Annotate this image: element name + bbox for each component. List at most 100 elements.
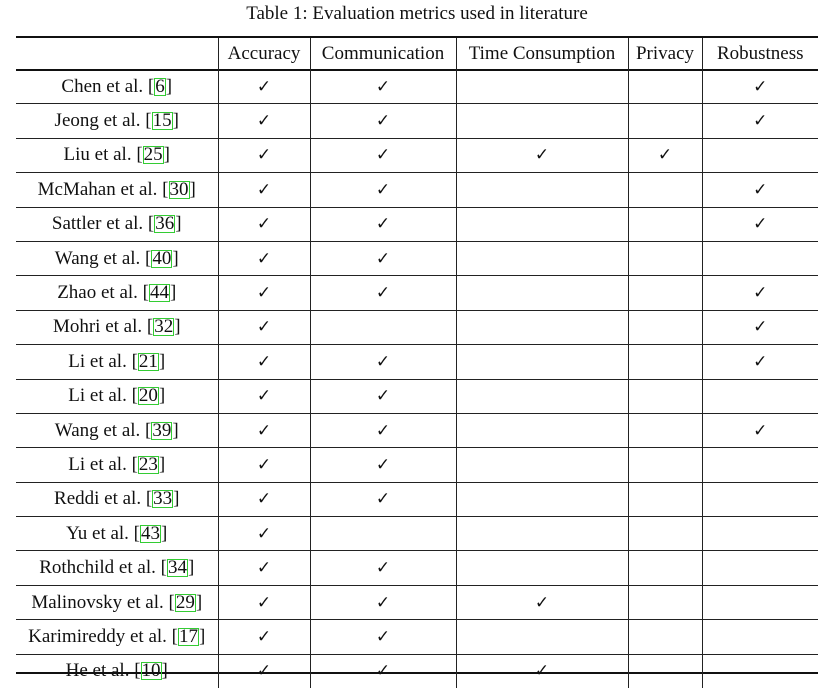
citation-link[interactable]: 6	[154, 75, 166, 97]
citation-link[interactable]: 21	[137, 350, 159, 372]
privacy-cell	[627, 172, 702, 208]
accuracy-cell: ✓	[217, 137, 310, 173]
citation-link[interactable]: 17	[178, 625, 199, 647]
header-privacy: Privacy	[627, 38, 702, 70]
check-icon: ✓	[256, 523, 272, 544]
author-label: Karimireddy et al. [	[28, 625, 178, 647]
accuracy-cell: ✓	[217, 550, 310, 586]
communication-cell: ✓	[309, 412, 456, 448]
citation-link[interactable]: 25	[142, 144, 164, 166]
header-robustness: Robustness	[701, 38, 818, 70]
table-caption: Table 1: Evaluation metrics used in lite…	[246, 3, 588, 24]
accuracy-cell: ✓	[217, 309, 310, 345]
reference-cell: Mohri et al. [32]	[16, 309, 218, 345]
author-label: Rothchild et al. [	[39, 557, 167, 579]
time-consumption-cell: ✓	[455, 137, 628, 173]
author-label: Sattler et al. [	[51, 213, 155, 235]
check-icon: ✓	[256, 592, 272, 613]
citation-link[interactable]: 10	[140, 660, 162, 682]
robustness-cell: ✓	[701, 309, 818, 345]
check-icon: ✓	[753, 283, 768, 304]
privacy-cell	[627, 240, 702, 276]
citation-close-bracket: ]	[158, 385, 166, 407]
communication-cell: ✓	[309, 550, 456, 586]
check-icon: ✓	[753, 420, 768, 441]
citation-link[interactable]: 30	[168, 178, 190, 200]
time-consumption-cell: ✓	[455, 584, 628, 620]
accuracy-cell: ✓	[217, 378, 310, 414]
table-row: Zhao et al. [44] ✓ ✓ ✓	[16, 275, 818, 311]
table-row: Li et al. [20] ✓ ✓	[16, 378, 818, 414]
accuracy-cell: ✓	[217, 206, 310, 242]
citation-close-bracket: ]	[158, 453, 166, 475]
robustness-cell	[701, 137, 818, 173]
robustness-cell: ✓	[701, 103, 818, 139]
table-row: Rothchild et al. [34] ✓ ✓	[16, 550, 818, 586]
top-rule	[16, 36, 818, 38]
citation-link[interactable]: 39	[151, 419, 173, 441]
citation-close-bracket: ]	[199, 625, 206, 647]
author-label: Chen et al. [	[61, 75, 155, 97]
citation-link[interactable]: 34	[166, 557, 188, 579]
author-label: He et al. [	[65, 660, 141, 682]
check-icon: ✓	[256, 317, 272, 338]
check-icon: ✓	[256, 111, 272, 132]
check-icon: ✓	[375, 558, 391, 579]
time-consumption-cell	[455, 412, 628, 448]
citation-link[interactable]: 36	[154, 213, 176, 235]
time-consumption-cell	[455, 550, 628, 586]
reference-cell: Reddi et al. [33]	[16, 481, 218, 517]
privacy-cell	[627, 412, 702, 448]
table-row: Reddi et al. [33] ✓ ✓	[16, 481, 818, 517]
check-icon: ✓	[375, 248, 391, 269]
reference-cell: He et al. [10]	[16, 653, 218, 689]
communication-cell: ✓	[309, 447, 456, 483]
check-icon: ✓	[256, 248, 272, 269]
citation-link[interactable]: 29	[174, 591, 196, 613]
accuracy-cell: ✓	[217, 584, 310, 620]
citation-close-bracket: ]	[172, 110, 179, 132]
citation-link[interactable]: 43	[140, 522, 162, 544]
citation-link[interactable]: 44	[148, 282, 170, 304]
check-icon: ✓	[657, 145, 673, 166]
citation-close-bracket: ]	[165, 75, 173, 97]
header-accuracy: Accuracy	[217, 38, 310, 70]
accuracy-cell: ✓	[217, 447, 310, 483]
reference-cell: Li et al. [21]	[16, 344, 218, 380]
citation-close-bracket: ]	[189, 178, 196, 200]
citation-close-bracket: ]	[175, 213, 182, 235]
time-consumption-cell	[455, 378, 628, 414]
robustness-cell: ✓	[701, 344, 818, 380]
reference-cell: Yu et al. [43]	[16, 516, 218, 551]
author-label: Li et al. [	[68, 350, 138, 372]
citation-close-bracket: ]	[169, 282, 177, 304]
reference-cell: Jeong et al. [15]	[16, 103, 218, 139]
robustness-cell	[701, 584, 818, 620]
check-icon: ✓	[753, 351, 768, 372]
reference-cell: Zhao et al. [44]	[16, 275, 218, 311]
privacy-cell	[627, 516, 702, 551]
check-icon: ✓	[256, 420, 272, 441]
time-consumption-cell	[455, 240, 628, 276]
table-row: Karimireddy et al. [17] ✓ ✓	[16, 619, 818, 655]
citation-link[interactable]: 32	[153, 316, 175, 338]
citation-link[interactable]: 33	[152, 488, 174, 510]
time-consumption-cell	[455, 516, 628, 551]
header-reference	[16, 38, 218, 70]
author-label: Li et al. [	[68, 453, 138, 475]
check-icon: ✓	[375, 76, 391, 97]
check-icon: ✓	[375, 179, 391, 200]
check-icon: ✓	[256, 214, 272, 235]
citation-link[interactable]: 20	[137, 385, 159, 407]
table-row: Wang et al. [40] ✓ ✓	[16, 240, 818, 276]
citation-link[interactable]: 40	[151, 247, 173, 269]
citation-link[interactable]: 15	[151, 110, 173, 132]
check-icon: ✓	[753, 214, 768, 235]
robustness-cell: ✓	[701, 172, 818, 208]
citation-link[interactable]: 23	[137, 453, 159, 475]
robustness-cell	[701, 447, 818, 483]
privacy-cell	[627, 653, 702, 689]
privacy-cell	[627, 378, 702, 414]
check-icon: ✓	[375, 214, 391, 235]
author-label: Jeong et al. [	[54, 110, 152, 132]
